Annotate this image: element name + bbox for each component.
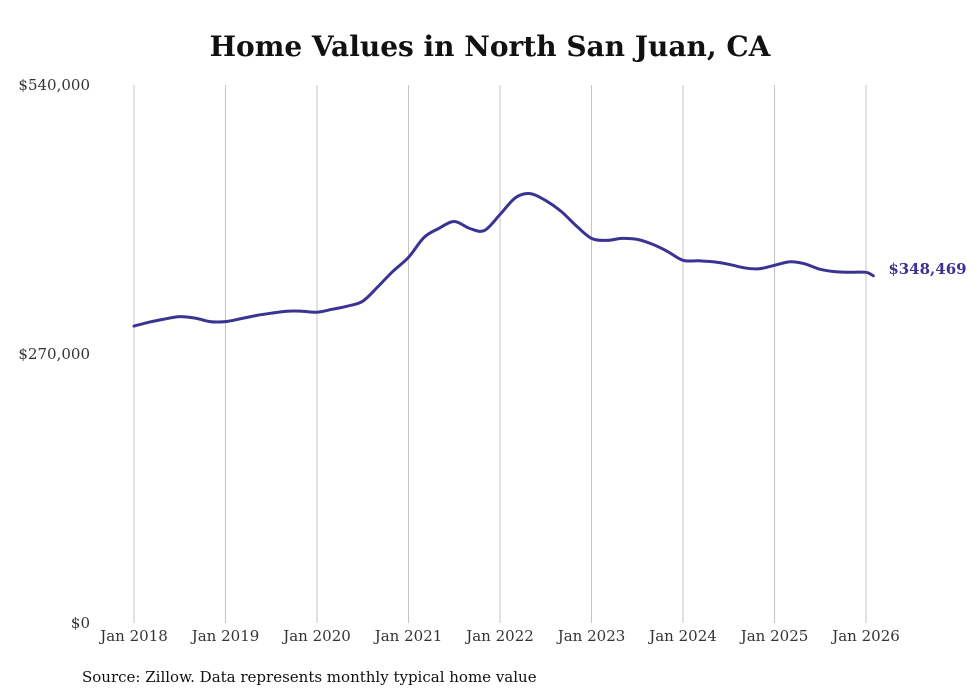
source-note: Source: Zillow. Data represents monthly … — [82, 668, 537, 686]
end-value-label: $348,469 — [888, 260, 966, 278]
chart-title: Home Values in North San Juan, CA — [209, 30, 771, 63]
grid-lines — [133, 85, 867, 623]
y-tick-label-2: $540,000 — [18, 76, 90, 94]
series-layer: $348,469 — [132, 191, 967, 328]
x-tick-label-8: Jan 2026 — [830, 627, 900, 645]
y-tick-labels: $0 $270,000 $540,000 — [18, 76, 90, 632]
x-tick-label-0: Jan 2018 — [98, 627, 168, 645]
x-tick-label-2: Jan 2020 — [281, 627, 351, 645]
y-tick-label-0: $0 — [71, 614, 90, 632]
y-tick-label-1: $270,000 — [18, 345, 90, 363]
x-tick-label-3: Jan 2021 — [373, 627, 443, 645]
x-tick-labels: Jan 2018 Jan 2019 Jan 2020 Jan 2021 Jan 2022… — [98, 627, 900, 645]
x-tick-label-4: Jan 2022 — [464, 627, 534, 645]
x-tick-label-1: Jan 2019 — [190, 627, 260, 645]
x-tick-label-6: Jan 2024 — [647, 627, 717, 645]
x-tick-label-5: Jan 2023 — [556, 627, 626, 645]
x-tick-label-7: Jan 2025 — [739, 627, 809, 645]
series-line-0 — [132, 191, 875, 328]
